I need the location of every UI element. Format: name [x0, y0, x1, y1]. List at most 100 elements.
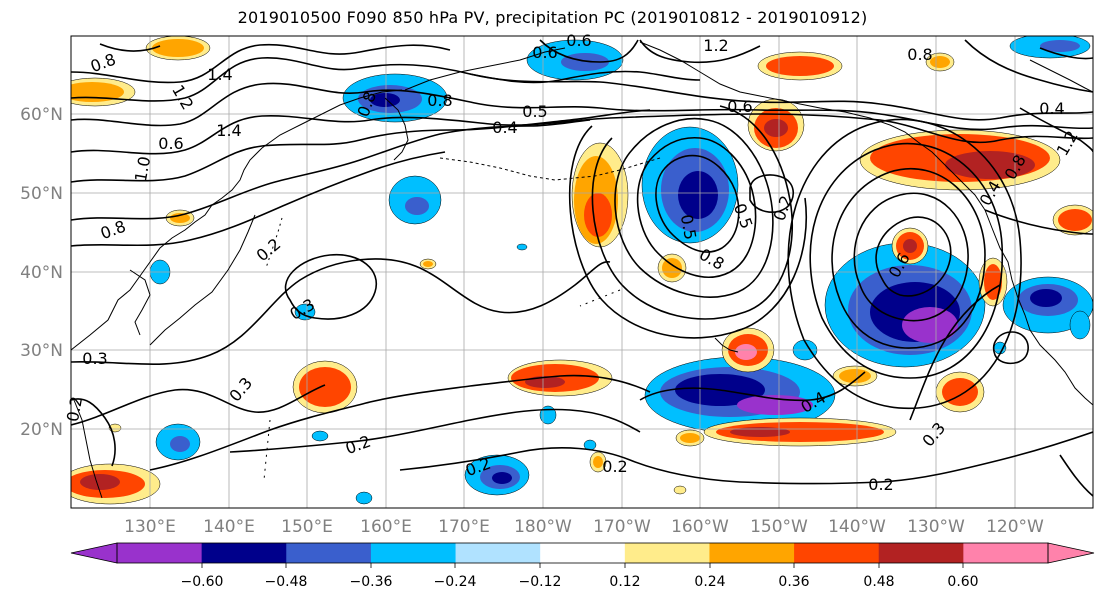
colorbar: −0.60 −0.48 −0.36 −0.24 −0.12 0.12 0.24 …: [70, 542, 1095, 590]
pv-contour: [853, 192, 969, 322]
colorbar-tick-label: 0.60: [947, 574, 978, 590]
precip-blob: [716, 422, 884, 442]
figure-title: 2019010500 F090 850 hPa PV, precipitatio…: [237, 8, 868, 27]
contour-label: 0.8: [98, 217, 128, 244]
pv-contour: [71, 384, 326, 426]
colorbar-tick-label: −0.12: [519, 574, 562, 590]
colorbar-segments: [117, 543, 1049, 563]
precip-blob: [673, 485, 687, 495]
pv-contour: [399, 431, 1093, 485]
contour-label: 0.5: [730, 201, 757, 231]
pv-contour: [71, 151, 446, 247]
precip-blob: [423, 261, 433, 267]
precip-blob: [680, 433, 700, 443]
contour-label: 0.3: [918, 419, 949, 451]
coastline-korea: [129, 269, 151, 336]
pv-contour: [993, 331, 1029, 365]
pv-contour: [71, 113, 1093, 155]
contour-label: 1.2: [703, 36, 728, 55]
contour-label: 1.0: [131, 155, 154, 183]
pv-contour: [831, 167, 986, 349]
coastline-line-islands: [263, 419, 271, 481]
contour-label: 0.6: [566, 31, 591, 50]
precip-blob: [355, 491, 373, 505]
precip-blob: [903, 239, 917, 253]
contour-label: 0.3: [82, 349, 107, 368]
colorbar-segment: [624, 543, 710, 563]
precip-blob: [516, 243, 528, 251]
pv-contour: [614, 117, 774, 298]
precip-blob: [735, 344, 757, 360]
colorbar-ticks: [201, 563, 964, 568]
colorbar-segment: [117, 543, 203, 563]
pv-contour: [71, 119, 591, 221]
pv-contour: [71, 109, 651, 183]
pv-contour: [469, 70, 701, 84]
precip-blob: [311, 430, 329, 442]
longitude-labels: 130°E 140°E 150°E 160°E 170°E 180°W 170°…: [124, 517, 1044, 537]
contour-label: 0.6: [532, 43, 557, 62]
colorbar-tick-labels: −0.60 −0.48 −0.36 −0.24 −0.12 0.12 0.24 …: [181, 574, 979, 590]
lon-label: 170°W: [593, 517, 651, 537]
precip-blob: [839, 369, 871, 383]
colorbar-tick-label: −0.24: [434, 574, 477, 590]
lat-label: 60°N: [20, 105, 63, 125]
pv-contour: [591, 105, 794, 320]
contour-label: 0.3: [286, 295, 318, 324]
pv-contour: [149, 374, 651, 471]
precip-blob: [561, 53, 609, 71]
pv-contour: [639, 371, 866, 402]
precip-blob: [984, 264, 1002, 300]
precip-blob: [1069, 310, 1091, 340]
lon-label: 150°E: [281, 517, 333, 537]
precip-blob: [492, 472, 512, 484]
pv-contour: [809, 142, 1004, 379]
lon-label: 180°W: [514, 517, 572, 537]
contour-label: 0.8: [427, 91, 452, 110]
pv-contour: [984, 209, 1093, 235]
precip-blob: [1058, 209, 1092, 231]
contour-label: 0.4: [492, 118, 517, 137]
precip-blob: [930, 56, 950, 68]
coastline-japan: [149, 214, 256, 346]
pv-contour: [909, 284, 1001, 421]
precip-blob: [678, 171, 718, 219]
coastline-asia: [71, 89, 403, 351]
precip-blob: [730, 427, 790, 437]
pv-contour: [1059, 454, 1093, 497]
contour-label: 0.8: [88, 50, 118, 77]
colorbar-segment: [286, 543, 372, 563]
colorbar-extend-low: [70, 542, 118, 564]
contour-label: 0.6: [158, 134, 183, 153]
colorbar-tick-label: 0.12: [609, 574, 640, 590]
colorbar-tick-label: 0.48: [863, 574, 894, 590]
precip-blobs-positive: [71, 36, 1093, 505]
contour-labels: 1.4 1.2 0.8 0.6 1.0 1.4 0.8 0.6 0.8 1.2 …: [63, 31, 1082, 494]
precip-blob: [80, 474, 120, 490]
lat-label: 40°N: [20, 263, 63, 283]
precip-blob: [766, 56, 834, 76]
contour-label: 0.2: [602, 457, 627, 476]
precip-blob: [1030, 289, 1062, 307]
precip-blobs-negative: [149, 36, 1093, 505]
lat-label: 20°N: [20, 420, 63, 440]
precip-blob: [593, 456, 603, 468]
pv-contour: [568, 125, 808, 339]
coastline-marianas: [265, 217, 283, 269]
precip-blob: [299, 367, 351, 407]
coastline-hawaii: [714, 337, 739, 353]
pv-contour: [636, 136, 757, 278]
colorbar-segment: [794, 543, 880, 563]
contour-label: 0.5: [677, 213, 700, 241]
precip-blob: [370, 93, 400, 107]
coastline-siberia: [404, 47, 566, 91]
contour-label: 0.5: [522, 102, 547, 121]
contour-label: 0.3: [225, 374, 256, 406]
lon-label: 150°W: [750, 517, 808, 537]
colorbar-segment: [878, 543, 964, 563]
lon-label: 130°W: [907, 517, 965, 537]
coastline-aleutians: [439, 157, 661, 181]
lon-label: 160°E: [360, 517, 412, 537]
